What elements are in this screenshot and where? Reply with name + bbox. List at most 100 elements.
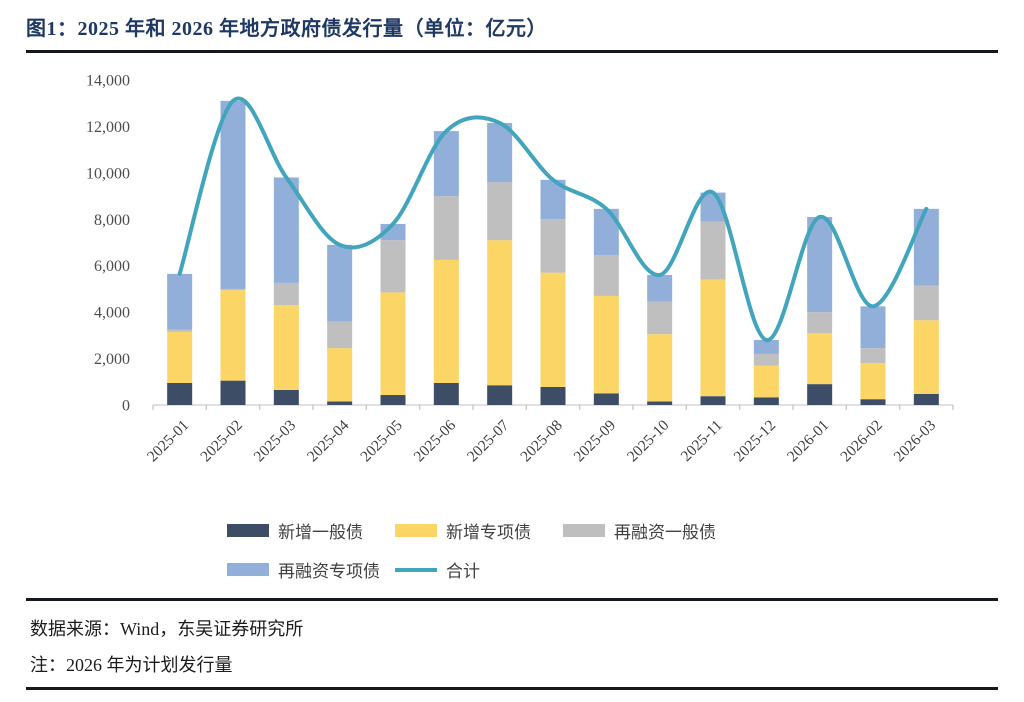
data-source-note: 数据来源：Wind，东吴证券研究所: [30, 619, 304, 639]
bar-segment: [487, 182, 513, 241]
x-tick-label: 2025-04: [304, 417, 353, 466]
legend-label: 再融资一般债: [614, 523, 716, 542]
y-tick-label: 10,000: [86, 165, 130, 182]
bar-segment: [220, 288, 246, 291]
bar-segment: [167, 382, 193, 405]
bar-segment: [647, 334, 673, 402]
legend-item-refi-special: 再融资专项债: [227, 557, 395, 582]
bar-segment: [700, 279, 726, 397]
bar-segment: [380, 395, 406, 405]
bar-segment: [327, 321, 353, 349]
bar-segment: [753, 353, 779, 366]
x-tick-label: 2025-09: [571, 417, 620, 466]
x-tick-label: 2025-06: [411, 417, 460, 466]
bar-segment: [860, 348, 886, 364]
bar-segment: [647, 301, 673, 335]
bar-segment: [913, 393, 939, 405]
bar-segment: [433, 382, 459, 405]
x-tick-label: 2025-12: [731, 417, 780, 466]
x-tick-label: 2025-10: [624, 417, 673, 466]
y-tick-label: 0: [122, 398, 130, 415]
x-tick-label: 2025-02: [197, 417, 246, 466]
plan-note: 注：2026 年为计划发行量: [30, 655, 233, 675]
bar-segment: [220, 100, 246, 289]
bar-segment: [273, 177, 299, 283]
bar-segment: [327, 348, 353, 402]
bar-segment: [327, 401, 353, 405]
figure-header: 图1：2025 年和 2026 年地方政府债发行量（单位：亿元）: [26, 12, 998, 53]
bar-segment: [167, 329, 193, 332]
total-line: [177, 96, 929, 342]
legend-item-new-special: 新增专项债: [395, 518, 563, 543]
bar-segment: [593, 393, 619, 405]
legend-label: 新增一般债: [278, 523, 363, 542]
bar-segment: [487, 240, 513, 386]
bar-segment: [700, 396, 726, 405]
legend-label: 合计: [446, 562, 480, 581]
y-tick-label: 12,000: [86, 119, 130, 136]
legend-item-new-general: 新增一般债: [227, 518, 395, 543]
bar-segment: [167, 273, 193, 330]
bar-segment: [700, 221, 726, 280]
legend-label: 再融资专项债: [278, 562, 380, 581]
x-tick-label: 2026-03: [891, 417, 940, 466]
bar-segment: [380, 240, 406, 293]
bar-segment: [220, 290, 246, 381]
y-tick-label: 8,000: [94, 212, 130, 229]
bar-segment: [433, 259, 459, 383]
bar-segment: [273, 282, 299, 306]
bar-segment: [167, 331, 193, 383]
bar-segment: [753, 397, 779, 405]
x-tick-label: 2026-01: [784, 417, 833, 466]
y-tick-label: 2,000: [94, 351, 130, 368]
x-tick-label: 2025-07: [464, 417, 513, 466]
bar-segment: [807, 333, 833, 385]
legend-item-refi-general: 再融资一般债: [563, 518, 783, 543]
new-general-swatch-icon: [227, 524, 269, 537]
y-tick-label: 4,000: [94, 305, 130, 322]
bar-segment: [220, 380, 246, 405]
bar-segment: [860, 363, 886, 400]
bottom-rule: [26, 687, 998, 690]
bar-segment: [380, 292, 406, 396]
bar-segment: [913, 208, 939, 286]
bar-segment: [807, 216, 833, 313]
x-tick-label: 2025-01: [144, 417, 193, 466]
legend-label: 新增专项债: [446, 523, 531, 542]
bar-segment: [753, 340, 779, 354]
bar-segment: [540, 219, 566, 273]
chart-canvas: 0 2,000 4,000 6,000 8,000 10,000 12,000 14,000 2…: [86, 73, 954, 466]
bar-segment: [327, 244, 353, 322]
bar-segment: [540, 272, 566, 387]
bar-segment: [433, 196, 459, 260]
bar-segment: [753, 365, 779, 398]
x-tick-label: 2025-11: [678, 417, 726, 465]
bar-segment: [860, 399, 886, 405]
x-tick-label: 2025-08: [517, 417, 566, 466]
x-tick-label: 2025-03: [251, 417, 300, 466]
y-tick-label: 14,000: [86, 73, 130, 90]
y-tick-label: 6,000: [94, 258, 130, 275]
bar-segment: [593, 208, 619, 256]
bar-segment: [593, 255, 619, 296]
figure-footer: 数据来源：Wind，东吴证券研究所 注：2026 年为计划发行量: [26, 598, 998, 677]
bar-segment: [913, 320, 939, 394]
bar-segment: [807, 384, 833, 405]
figure-title: 图1：2025 年和 2026 年地方政府债发行量（单位：亿元）: [26, 18, 547, 40]
bar-segment: [487, 385, 513, 405]
bar-segment: [273, 389, 299, 405]
new-special-swatch-icon: [395, 524, 437, 537]
x-tick-label: 2026-02: [837, 417, 886, 466]
bar-segment: [593, 295, 619, 394]
x-tick-label: 2025-05: [357, 417, 406, 466]
bar-segment: [540, 386, 566, 405]
total-line-swatch-icon: [395, 567, 437, 572]
legend-item-total: 合计: [395, 557, 563, 582]
bar-segment: [913, 285, 939, 321]
bar-segment: [273, 305, 299, 390]
bar-segment: [807, 312, 833, 334]
bar-segment: [647, 275, 673, 302]
bar-segment: [487, 122, 513, 183]
refi-special-swatch-icon: [227, 563, 269, 576]
bar-segment: [860, 306, 886, 349]
